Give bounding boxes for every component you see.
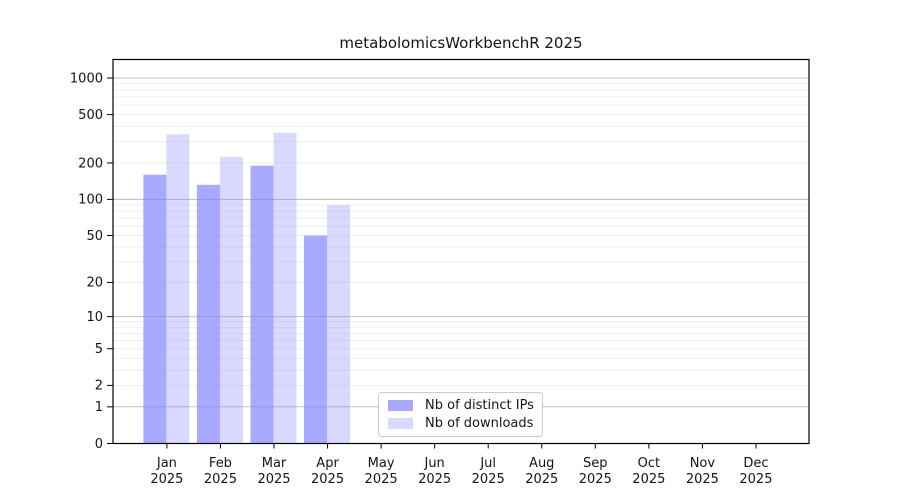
y-tick-label-5: 5 bbox=[95, 342, 103, 357]
legend-swatch-distinct-ips bbox=[388, 400, 413, 411]
grid bbox=[113, 77, 809, 408]
x-tick-label-month-jun: Jun bbox=[423, 456, 444, 471]
x-tick-label-month-mar: Mar bbox=[262, 456, 287, 471]
x-tick-label-year-aug: 2025 bbox=[525, 472, 558, 487]
y-tick-label-500: 500 bbox=[78, 108, 103, 123]
x-tick-label-year-mar: 2025 bbox=[257, 472, 290, 487]
y-tick-label-200: 200 bbox=[78, 156, 103, 171]
legend-label-distinct-ips: Nb of distinct IPs bbox=[425, 398, 534, 413]
bar-mar-downloads bbox=[273, 132, 297, 444]
y-tick-label-10: 10 bbox=[86, 310, 103, 325]
y-tick-label-20: 20 bbox=[86, 276, 103, 291]
legend-item-downloads: Nb of downloads bbox=[388, 417, 536, 430]
x-tick-label-month-aug: Aug bbox=[529, 456, 554, 471]
x-tick-label-month-apr: Apr bbox=[316, 456, 339, 471]
legend-item-distinct-ips: Nb of distinct IPs bbox=[388, 399, 536, 412]
y-tick-label-2: 2 bbox=[95, 379, 103, 394]
y-tick-label-1000: 1000 bbox=[70, 71, 103, 86]
x-tick-label-month-sep: Sep bbox=[583, 456, 608, 471]
bars bbox=[143, 132, 351, 444]
x-tick-label-month-jul: Jul bbox=[479, 456, 496, 471]
x-tick-label-year-may: 2025 bbox=[365, 472, 398, 487]
x-tick-label-month-jan: Jan bbox=[156, 456, 177, 471]
x-axis: Jan2025Feb2025Mar2025Apr2025May2025Jun20… bbox=[150, 443, 772, 487]
legend-swatch-downloads bbox=[388, 418, 413, 429]
x-tick-label-year-oct: 2025 bbox=[632, 472, 665, 487]
x-tick-label-month-feb: Feb bbox=[209, 456, 232, 471]
bar-apr-distinct-ips bbox=[304, 235, 328, 444]
x-tick-label-month-may: May bbox=[368, 456, 395, 471]
y-axis: 0 1 2 5 10 20 50 100 200 500 1000 bbox=[70, 71, 113, 452]
x-tick-label-year-jan: 2025 bbox=[150, 472, 183, 487]
y-tick-label-1: 1 bbox=[95, 400, 103, 415]
x-tick-label-year-feb: 2025 bbox=[204, 472, 237, 487]
y-tick-label-100: 100 bbox=[78, 193, 103, 208]
bar-apr-downloads bbox=[327, 204, 351, 444]
x-tick-label-year-dec: 2025 bbox=[739, 472, 772, 487]
x-tick-label-year-jun: 2025 bbox=[418, 472, 451, 487]
legend: Nb of distinct IPs Nb of downloads bbox=[378, 392, 543, 437]
bar-feb-distinct-ips bbox=[196, 184, 220, 444]
chart-title: metabolomicsWorkbenchR 2025 bbox=[339, 34, 583, 52]
legend-label-downloads: Nb of downloads bbox=[425, 416, 534, 431]
x-tick-label-month-oct: Oct bbox=[638, 456, 660, 471]
x-tick-label-month-nov: Nov bbox=[690, 456, 716, 471]
y-tick-label-0: 0 bbox=[95, 437, 103, 452]
x-tick-label-year-nov: 2025 bbox=[686, 472, 719, 487]
x-tick-label-year-sep: 2025 bbox=[579, 472, 612, 487]
bar-mar-distinct-ips bbox=[250, 165, 274, 444]
y-tick-label-50: 50 bbox=[86, 229, 103, 244]
bar-jan-downloads bbox=[166, 134, 190, 444]
x-tick-label-year-apr: 2025 bbox=[311, 472, 344, 487]
x-tick-label-month-dec: Dec bbox=[743, 456, 768, 471]
bar-feb-downloads bbox=[219, 156, 243, 444]
x-tick-label-year-jul: 2025 bbox=[472, 472, 505, 487]
bar-jan-distinct-ips bbox=[143, 174, 167, 444]
plot-border bbox=[112, 58, 810, 445]
